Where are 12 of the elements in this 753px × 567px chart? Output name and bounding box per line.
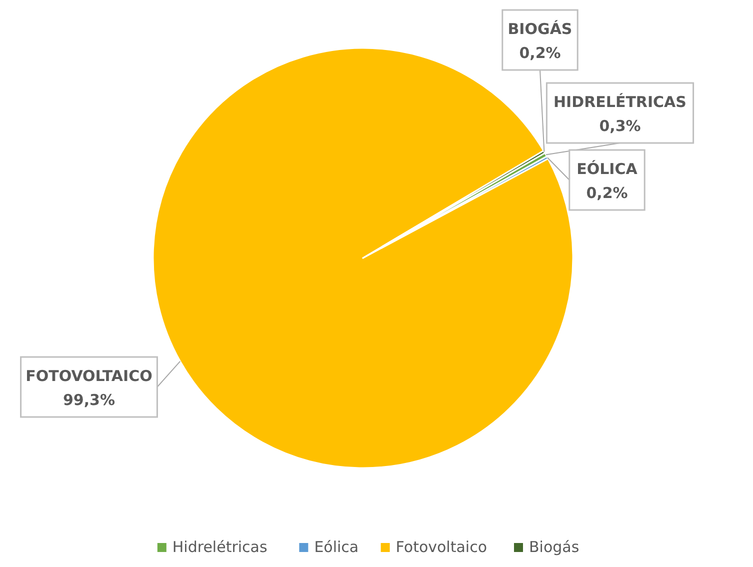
data-label: 99,3%	[62, 391, 116, 409]
legend-label: Fotovoltaico	[396, 538, 488, 556]
legend-label: Hidrelétricas	[172, 538, 268, 556]
data-label: 0,2%	[519, 44, 561, 62]
text: FOTOVOLTAICO	[26, 367, 152, 385]
data-label: 0,3%	[599, 117, 641, 135]
legend-label: Eólica	[314, 538, 359, 556]
legend-label: Biogás	[529, 538, 580, 556]
text: HIDRELÉTRICAS	[554, 93, 686, 111]
data-label: 0,2%	[586, 184, 628, 202]
text: EÓLICA	[576, 160, 638, 178]
text: BIOGÁS	[508, 20, 572, 38]
